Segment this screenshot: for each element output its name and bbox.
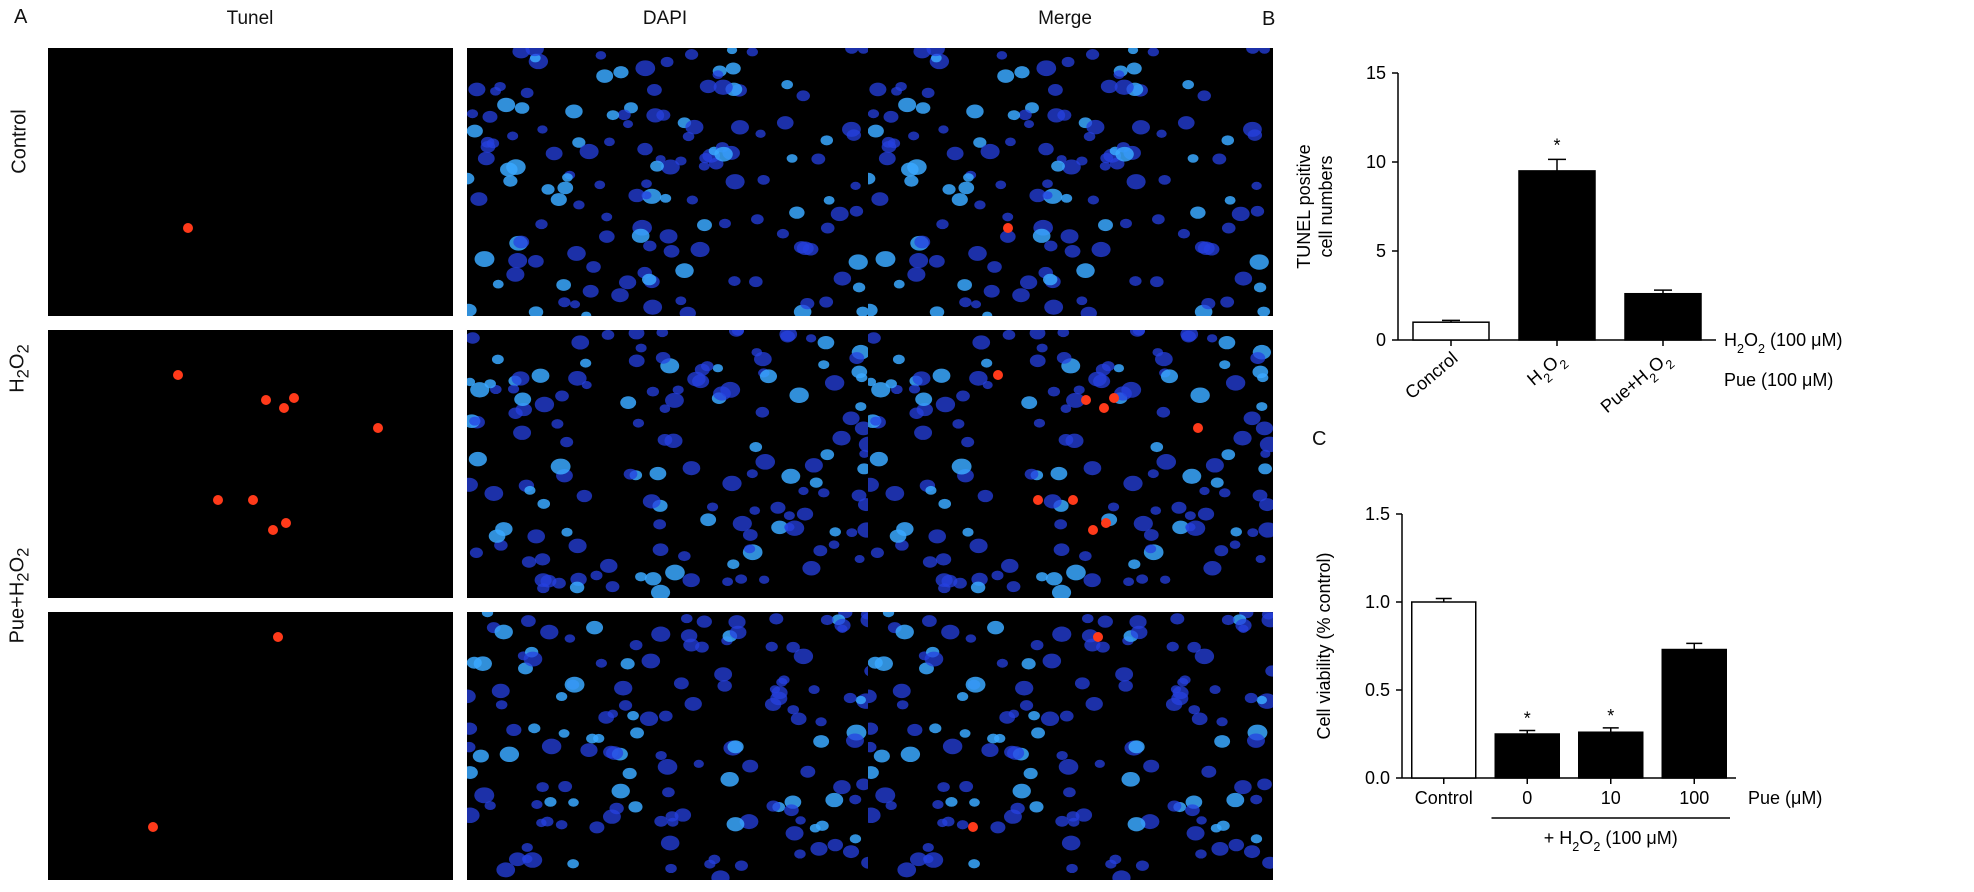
chart-c-y-tick-label: 1.0 <box>1365 592 1390 612</box>
micrograph-merge-row-1 <box>868 48 1273 316</box>
micrograph-tunel-row-1 <box>48 48 453 316</box>
row-label-pue-h2o2: Pue+H2O2 <box>6 547 33 644</box>
micrograph-tunel-row-2 <box>48 330 453 598</box>
chart-c-x-tick-label: 0 <box>1522 788 1532 808</box>
column-title-merge: Merge <box>1038 8 1092 29</box>
chart-b-right-label-pue: Pue (100 μM) <box>1724 370 1833 390</box>
row-label-control: Control <box>8 109 31 174</box>
micrograph-merge-row-3 <box>868 612 1273 880</box>
chart-c-y-tick-label: 0.5 <box>1365 680 1390 700</box>
chart-c-bar <box>1411 601 1477 779</box>
chart-c-x-tick-label: Control <box>1415 788 1473 808</box>
column-title-tunel: Tunel <box>226 8 274 29</box>
row-label-h2o2: H2O2 <box>6 344 33 393</box>
chart-b-significance: * <box>1553 135 1560 155</box>
micrograph-tunel-row-3 <box>48 612 453 880</box>
column-title-dapi: DAPI <box>642 8 688 29</box>
chart-b-y-tick-label: 10 <box>1366 152 1386 172</box>
micrograph-dapi-row-1 <box>467 48 872 316</box>
chart-c-bottom-label: + H2O2 (100 μM) <box>1544 828 1678 854</box>
micrograph-dapi-row-3 <box>467 612 872 880</box>
chart-b-x-tick-label: Concrol <box>1401 348 1461 403</box>
chart-b-y-tick-label: 0 <box>1376 330 1386 350</box>
chart-c: 0.0 0.5 1.0 1.5 Cell viability (% control) Co… <box>1314 504 1822 854</box>
chart-c-y-tick-label: 1.5 <box>1365 504 1390 524</box>
chart-b: 0 5 10 15 TUNEL positive cell numbers Concrol *… <box>1294 63 1842 420</box>
chart-b-y-tick-label: 5 <box>1376 241 1386 261</box>
chart-b-y-label: TUNEL positive cell numbers <box>1294 144 1336 268</box>
chart-b-x-tick-label: Pue+H2O2 <box>1597 348 1678 420</box>
chart-c-significance: * <box>1524 708 1531 728</box>
chart-c-significance: * <box>1607 706 1614 726</box>
panel-letter-b: B <box>1262 8 1276 30</box>
chart-c-bar <box>1494 733 1560 779</box>
micrograph-merge-row-2 <box>868 330 1273 598</box>
chart-c-y-tick-label: 0.0 <box>1365 768 1390 788</box>
chart-b-right-label-h2o2: H2O2 (100 μM) <box>1724 330 1842 356</box>
chart-c-bar <box>1578 731 1644 779</box>
panel-letter-c: C <box>1312 428 1327 450</box>
chart-c-bar <box>1661 648 1727 779</box>
chart-c-right-label: Pue (μM) <box>1748 788 1822 808</box>
chart-c-y-label: Cell viability (% control) <box>1314 552 1334 739</box>
micrograph-dapi-row-2 <box>467 330 872 598</box>
chart-c-x-tick-label: 100 <box>1679 788 1709 808</box>
chart-b-y-tick-label: 15 <box>1366 63 1386 83</box>
chart-c-x-tick-label: 10 <box>1601 788 1621 808</box>
chart-b-bar <box>1412 321 1490 341</box>
panel-letter-a: A <box>14 6 28 28</box>
chart-b-x-tick-label: H2O2 <box>1523 348 1571 394</box>
chart-b-bar <box>1624 292 1702 341</box>
chart-b-bar <box>1518 170 1596 341</box>
